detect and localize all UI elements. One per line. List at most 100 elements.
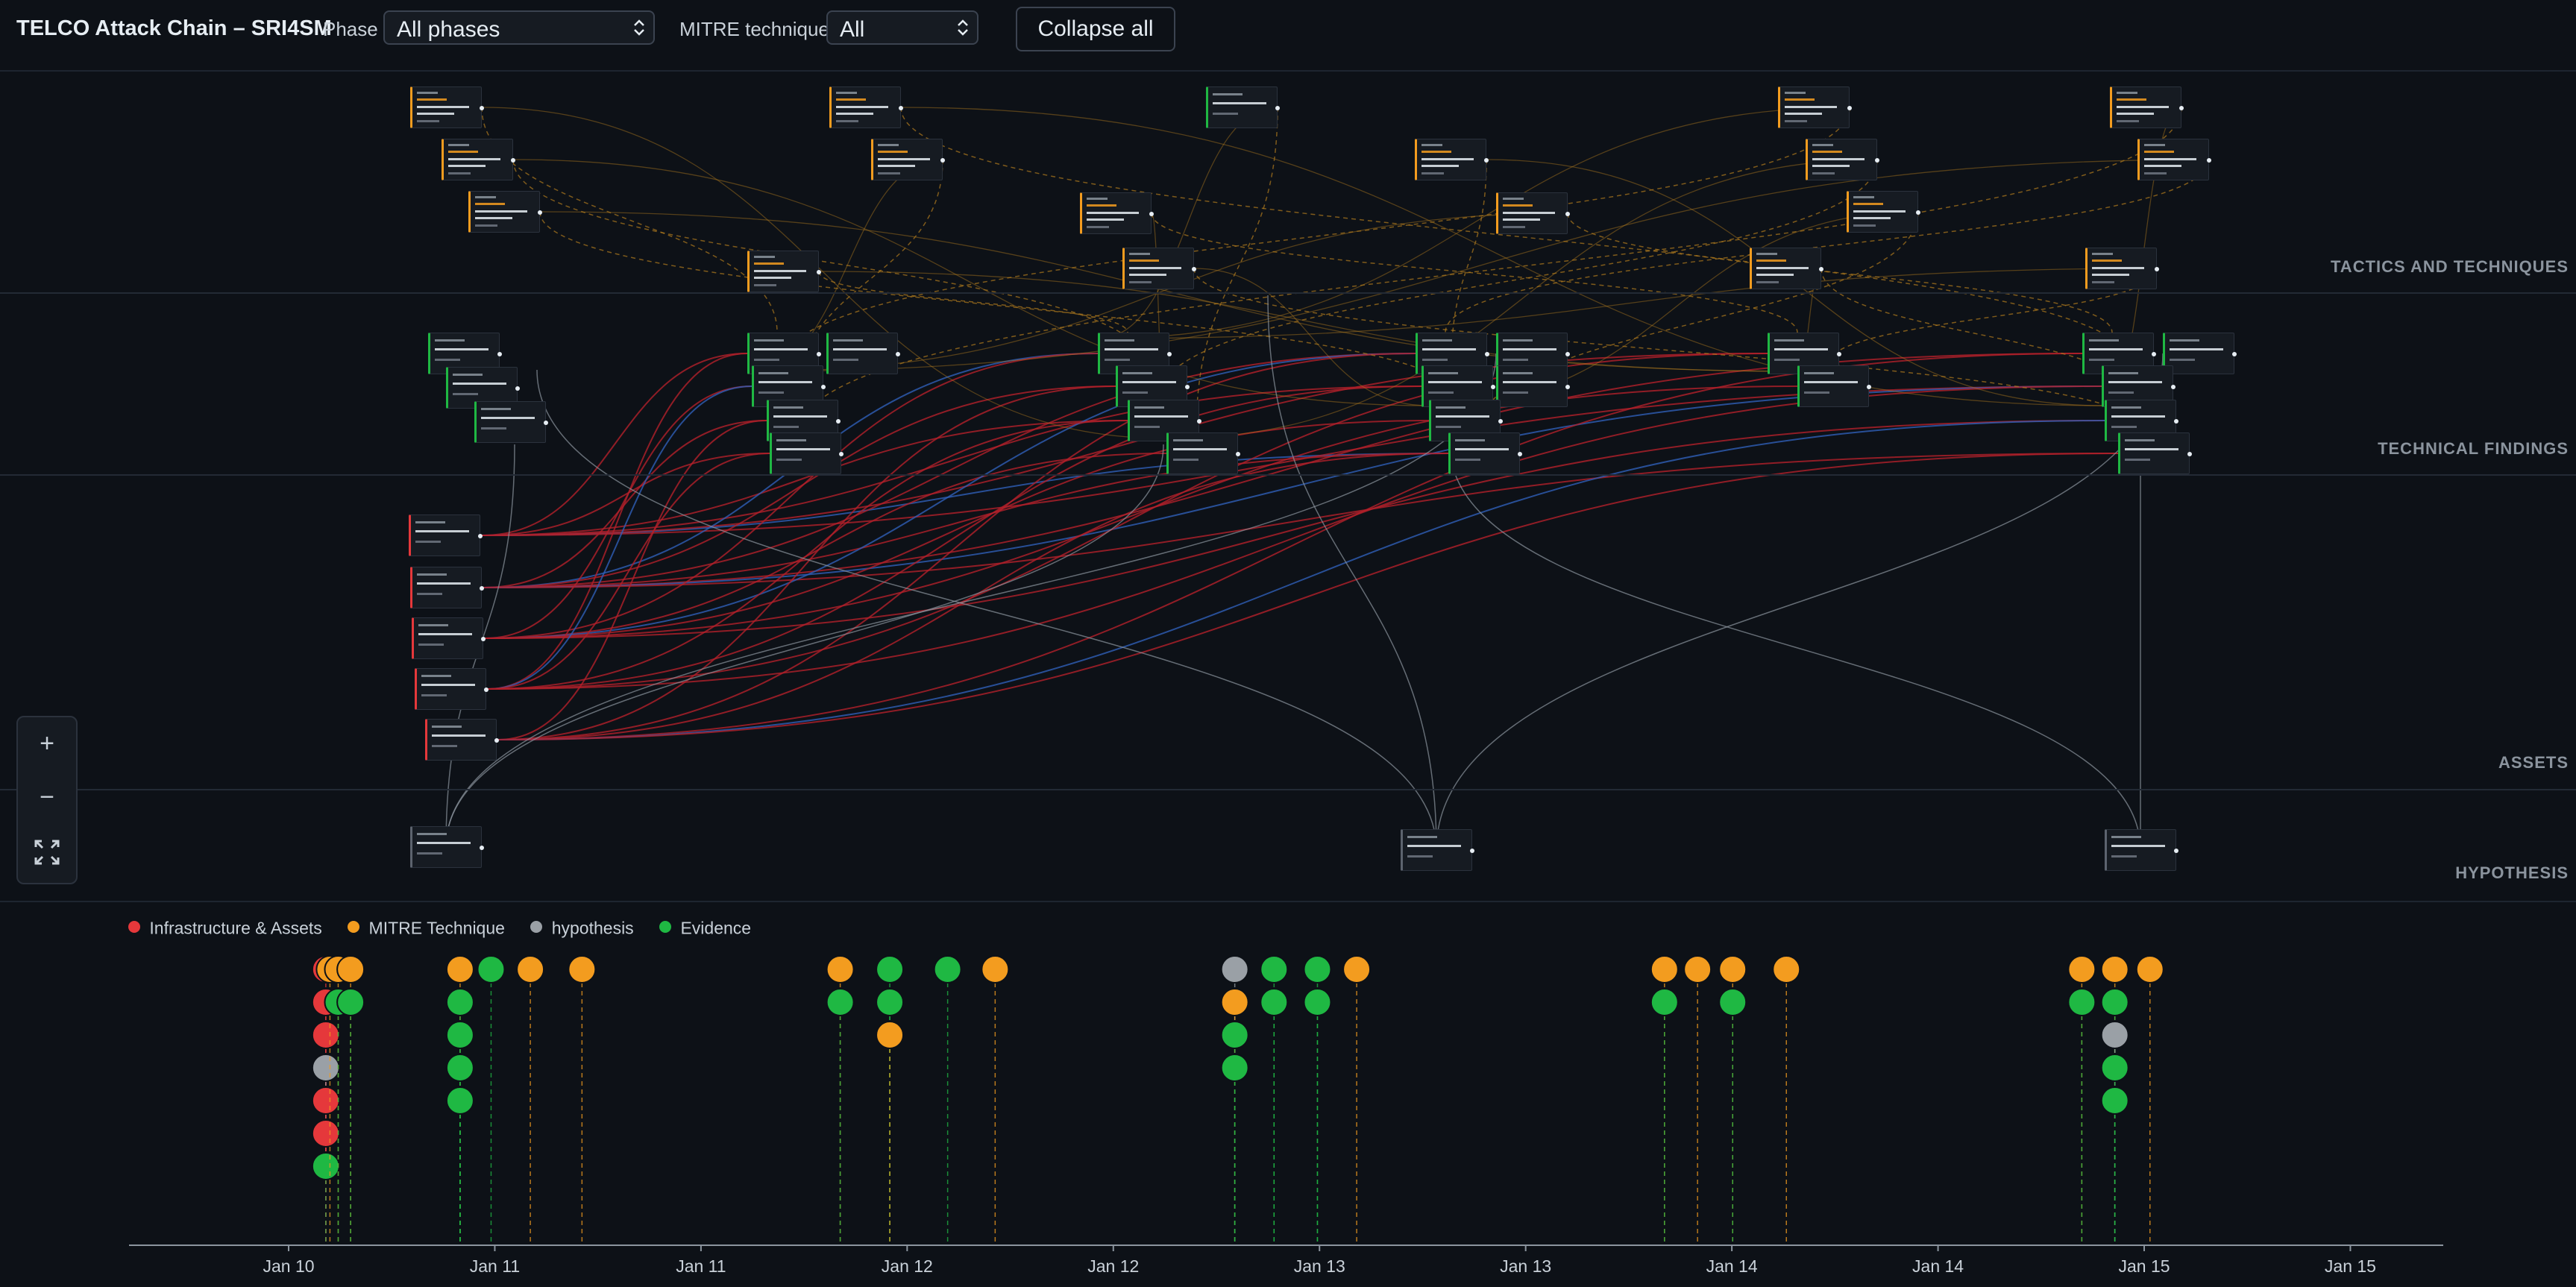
node-port-handle[interactable] (1875, 158, 1879, 163)
timeline-event-dot[interactable] (1342, 955, 1372, 984)
graph-node-card[interactable] (2085, 248, 2159, 289)
node-port-handle[interactable] (1916, 210, 1920, 215)
timeline-event-dot[interactable] (1220, 988, 1249, 1016)
timeline-event-dot[interactable] (1303, 988, 1332, 1016)
node-port-handle[interactable] (1819, 267, 1823, 271)
graph-node-card[interactable] (871, 139, 945, 180)
graph-node-card[interactable] (1080, 192, 1154, 234)
timeline-event-dot[interactable] (445, 1021, 474, 1049)
node-port-handle[interactable] (836, 419, 841, 424)
timeline-event-dot[interactable] (311, 1119, 340, 1148)
node-port-handle[interactable] (2171, 385, 2176, 389)
timeline-event-dot[interactable] (445, 988, 474, 1016)
fit-view-button[interactable] (18, 826, 76, 878)
timeline-event-dot[interactable] (311, 1086, 340, 1115)
technique-select[interactable]: All (826, 10, 978, 45)
graph-node-card[interactable] (1496, 365, 1570, 407)
graph-node-card[interactable] (1750, 248, 1823, 289)
node-port-handle[interactable] (1847, 106, 1852, 110)
node-port-handle[interactable] (1518, 452, 1522, 456)
timeline-event-dot[interactable] (1260, 988, 1289, 1016)
node-port-handle[interactable] (1565, 352, 1570, 356)
timeline-event-dot[interactable] (1718, 955, 1747, 984)
timeline-event-dot[interactable] (1220, 955, 1249, 984)
timeline-event-dot[interactable] (311, 1152, 340, 1180)
graph-node-card[interactable] (410, 826, 484, 868)
node-port-handle[interactable] (515, 386, 520, 391)
timeline-event-dot[interactable] (2100, 1054, 2129, 1082)
node-port-handle[interactable] (1565, 385, 1570, 389)
node-port-handle[interactable] (480, 586, 484, 591)
timeline-event-dot[interactable] (933, 955, 962, 984)
node-port-handle[interactable] (494, 738, 499, 743)
graph-node-card[interactable] (409, 515, 483, 556)
node-port-handle[interactable] (1565, 212, 1570, 216)
timeline-event-dot[interactable] (2067, 988, 2096, 1016)
node-port-handle[interactable] (1192, 267, 1196, 271)
node-port-handle[interactable] (817, 270, 821, 274)
timeline-event-dot[interactable] (981, 955, 1010, 984)
timeline-event-dot[interactable] (1718, 988, 1747, 1016)
timeline-event-dot[interactable] (311, 1021, 340, 1049)
timeline-event-dot[interactable] (336, 988, 365, 1016)
graph-node-card[interactable] (2163, 333, 2237, 374)
node-port-handle[interactable] (480, 106, 484, 110)
graph-node-card[interactable] (1448, 432, 1522, 474)
node-port-handle[interactable] (940, 158, 945, 163)
node-port-handle[interactable] (480, 846, 484, 850)
graph-node-card[interactable] (1166, 432, 1240, 474)
node-port-handle[interactable] (839, 452, 844, 456)
timeline-event-dot[interactable] (2100, 1021, 2129, 1049)
node-port-handle[interactable] (2207, 158, 2211, 163)
graph-node-card[interactable] (442, 139, 515, 180)
graph-node-card[interactable] (468, 191, 542, 233)
graph-node-card[interactable] (410, 86, 484, 128)
collapse-all-button[interactable]: Collapse all (1016, 7, 1175, 51)
node-port-handle[interactable] (2155, 267, 2159, 271)
timeline-event-dot[interactable] (2135, 955, 2164, 984)
graph-node-card[interactable] (1797, 365, 1871, 407)
timeline-event-dot[interactable] (445, 1086, 474, 1115)
graph-node-card[interactable] (474, 401, 548, 443)
timeline-event-dot[interactable] (1772, 955, 1801, 984)
graph-node-card[interactable] (826, 333, 900, 374)
node-port-handle[interactable] (2232, 352, 2237, 356)
graph-node-card[interactable] (2137, 139, 2211, 180)
node-port-handle[interactable] (538, 210, 542, 215)
graph-node-card[interactable] (1122, 248, 1196, 289)
node-port-handle[interactable] (1485, 352, 1489, 356)
graph-node-card[interactable] (747, 251, 821, 292)
graph-node-card[interactable] (770, 432, 844, 474)
graph-node-card[interactable] (2110, 86, 2184, 128)
timeline-event-dot[interactable] (568, 955, 597, 984)
timeline-event-dot[interactable] (1303, 955, 1332, 984)
node-port-handle[interactable] (1185, 385, 1190, 389)
timeline-event-dot[interactable] (1650, 988, 1679, 1016)
node-port-handle[interactable] (1167, 352, 1172, 356)
graph-node-card[interactable] (415, 668, 489, 710)
timeline-event-dot[interactable] (876, 1021, 905, 1049)
timeline-event-dot[interactable] (445, 955, 474, 984)
node-port-handle[interactable] (1197, 419, 1201, 424)
graph-node-card[interactable] (1415, 139, 1489, 180)
timeline-event-dot[interactable] (826, 955, 855, 984)
node-port-handle[interactable] (1837, 352, 1841, 356)
graph-node-card[interactable] (1496, 192, 1570, 234)
attack-graph-canvas[interactable]: TACTICS AND TECHNIQUES TECHNICAL FINDING… (0, 72, 2576, 899)
timeline-event-dot[interactable] (2100, 1086, 2129, 1115)
node-port-handle[interactable] (511, 158, 515, 163)
node-port-handle[interactable] (1484, 158, 1489, 163)
node-port-handle[interactable] (899, 106, 903, 110)
timeline-event-dot[interactable] (1683, 955, 1712, 984)
node-port-handle[interactable] (484, 687, 489, 692)
timeline-event-dot[interactable] (477, 955, 506, 984)
timeline-event-dot[interactable] (2100, 955, 2129, 984)
node-port-handle[interactable] (2152, 352, 2156, 356)
node-port-handle[interactable] (896, 352, 900, 356)
node-port-handle[interactable] (481, 637, 486, 641)
node-port-handle[interactable] (2179, 106, 2184, 110)
graph-node-card[interactable] (2118, 432, 2192, 474)
node-port-handle[interactable] (817, 352, 821, 356)
timeline-event-dot[interactable] (445, 1054, 474, 1082)
timeline-event-dot[interactable] (826, 988, 855, 1016)
